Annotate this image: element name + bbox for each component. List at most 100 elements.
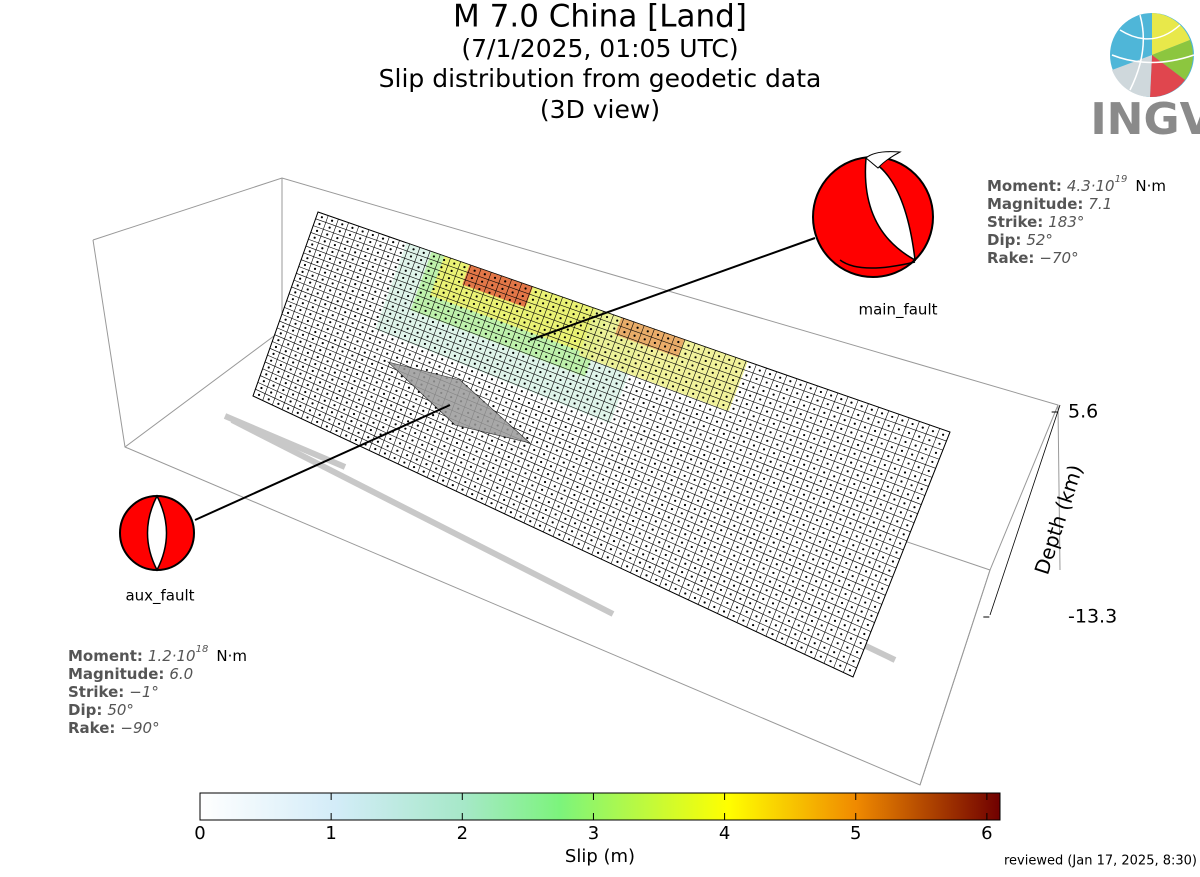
slip-vector bbox=[448, 430, 452, 433]
slip-vector bbox=[299, 308, 302, 312]
slip-vector bbox=[942, 433, 945, 436]
slip-vector bbox=[881, 587, 884, 590]
slip-vector bbox=[609, 398, 612, 401]
grid-line bbox=[330, 240, 400, 433]
slip-vector bbox=[508, 298, 511, 302]
slip-vector bbox=[590, 418, 593, 421]
slip-vector bbox=[540, 398, 543, 401]
slip-vector bbox=[729, 563, 733, 566]
slip-vector bbox=[311, 337, 314, 341]
slip-vector bbox=[319, 317, 322, 320]
slip-vector bbox=[902, 533, 905, 536]
slip-vector bbox=[765, 619, 768, 622]
slip-vector bbox=[510, 448, 513, 451]
slip-vector bbox=[806, 455, 809, 458]
slip-vector bbox=[753, 503, 756, 506]
moment-unit: N·m bbox=[216, 647, 247, 665]
slip-vector bbox=[674, 558, 677, 561]
grid-line bbox=[649, 357, 737, 582]
slip-vector bbox=[610, 335, 613, 338]
slip-vector bbox=[845, 561, 848, 565]
slip-vector bbox=[515, 405, 518, 408]
slip-vector bbox=[722, 403, 725, 407]
grid-line bbox=[288, 293, 908, 542]
slip-vector bbox=[680, 454, 683, 457]
slip-vector bbox=[441, 324, 445, 327]
slip-vector bbox=[872, 552, 875, 555]
slip-vector bbox=[643, 338, 646, 341]
slip-vector bbox=[642, 553, 645, 556]
slip-vector bbox=[816, 429, 819, 432]
slip-vector bbox=[789, 498, 792, 501]
slip-vector bbox=[697, 348, 700, 351]
slip-vector bbox=[733, 465, 736, 469]
slip-vector bbox=[373, 388, 376, 391]
slip-vector bbox=[746, 432, 749, 435]
slip-vector bbox=[326, 264, 329, 267]
slip-vector bbox=[655, 578, 658, 582]
slip-vector bbox=[507, 332, 510, 335]
slip-vector bbox=[748, 365, 751, 369]
slip-vector bbox=[341, 223, 344, 226]
slip-vector bbox=[651, 377, 654, 380]
slip-vector bbox=[344, 311, 347, 314]
slip-vector bbox=[431, 414, 435, 417]
slip-vector bbox=[658, 541, 661, 544]
slip-vector bbox=[274, 345, 278, 349]
grid-line bbox=[436, 279, 512, 483]
slip-vector bbox=[444, 317, 447, 320]
slip-vector bbox=[670, 450, 673, 453]
slip-vector bbox=[388, 345, 391, 348]
slip-vector bbox=[466, 351, 469, 354]
slip-vector bbox=[863, 632, 866, 636]
grid-line bbox=[272, 341, 882, 605]
slip-vector bbox=[412, 248, 415, 251]
slip-vector bbox=[836, 436, 839, 439]
grid-line bbox=[852, 431, 951, 678]
slip-vector bbox=[341, 254, 344, 257]
slip-vector bbox=[635, 569, 638, 572]
slip-vector bbox=[534, 290, 537, 294]
slip-vector bbox=[319, 285, 322, 288]
slip-vector bbox=[684, 562, 687, 565]
slip-vector bbox=[775, 563, 778, 566]
slip-vector bbox=[399, 283, 402, 287]
slip-vector bbox=[486, 482, 489, 485]
slip-vector bbox=[841, 570, 844, 574]
slip-vector bbox=[602, 506, 605, 510]
slip-vector bbox=[505, 401, 508, 404]
slip-vector bbox=[765, 558, 769, 562]
slip-vector bbox=[826, 637, 830, 640]
slip-vector bbox=[560, 497, 563, 500]
grid-line bbox=[269, 348, 879, 614]
slip-vector bbox=[539, 309, 542, 313]
slip-vector bbox=[620, 338, 623, 342]
slip-vector bbox=[794, 602, 798, 605]
slip-vector bbox=[336, 300, 339, 303]
slip-vector bbox=[482, 306, 486, 309]
slip-vector bbox=[563, 398, 566, 401]
slip-vector bbox=[392, 241, 395, 244]
param-label: Dip: bbox=[68, 701, 102, 719]
slip-vector bbox=[391, 273, 395, 276]
slip-vector bbox=[442, 291, 445, 294]
slip-vector bbox=[605, 378, 608, 381]
slip-vector bbox=[828, 575, 831, 578]
slip-vector bbox=[279, 332, 282, 335]
slip-vector bbox=[686, 466, 689, 469]
slip-vector bbox=[692, 392, 695, 395]
slip-vector bbox=[485, 299, 488, 302]
slip-vector bbox=[759, 486, 762, 489]
slip-vector bbox=[914, 444, 917, 447]
slip-vector bbox=[475, 295, 478, 298]
slip-vector bbox=[529, 429, 532, 432]
slip-vector bbox=[381, 237, 385, 240]
slip-vector bbox=[674, 587, 677, 591]
slip-vector bbox=[692, 421, 695, 424]
slip-vector bbox=[380, 366, 384, 370]
slip-vector bbox=[316, 388, 319, 391]
grid-line bbox=[765, 399, 859, 637]
slip-vector bbox=[289, 304, 292, 308]
slip-vector bbox=[616, 560, 619, 563]
slip-vector bbox=[693, 537, 697, 540]
